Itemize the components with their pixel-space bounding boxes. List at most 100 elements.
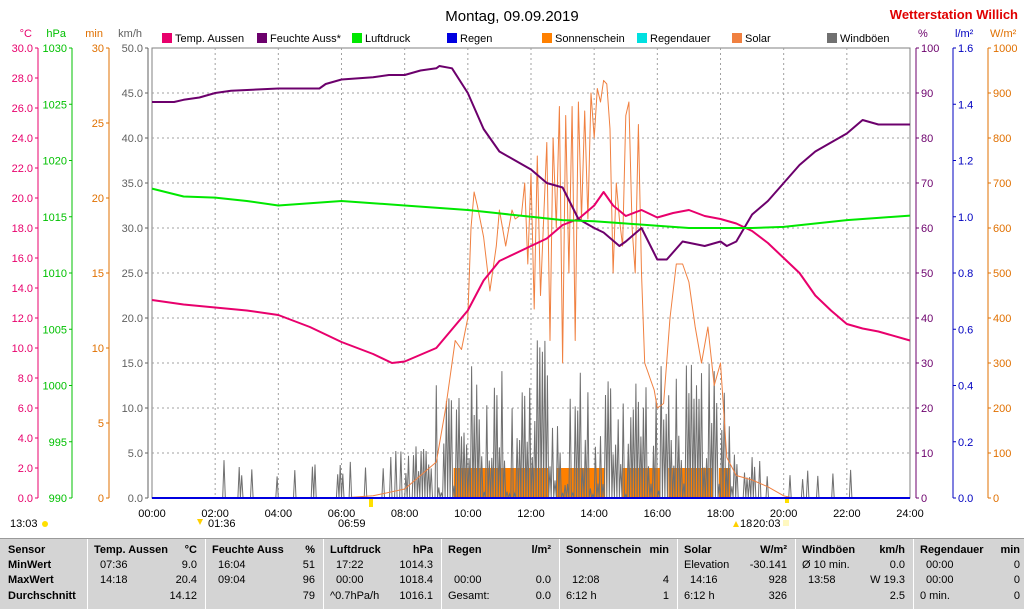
axis-right-tick-label: 1.0 [958,212,973,224]
rain-duration-unit: min [1000,544,1020,556]
axis-left-tick-label: 24.0 [12,133,33,145]
axis-left-unit-1: hPa [46,28,66,40]
x-tick-label: 08:00 [391,508,419,520]
axis-right-tick-label: 0.0 [958,493,973,505]
stats-col-rain-duration: Regendauer min 00:00 0 00:00 0 0 min. 0 [914,539,1024,609]
solar-avg: 326 [768,590,787,602]
chart-title: Montag, 09.09.2019 [445,8,578,25]
axis-left-tick-label: 8.0 [18,373,33,385]
axis-right-tick-label: 100 [993,448,1011,460]
axis-right-tick-label: 0 [993,493,999,505]
extra-icon [733,521,739,527]
humidity-title: Feuchte Auss [212,544,284,556]
x-tick-label: 20:00 [770,508,798,520]
marker-extra: 18 [740,518,752,530]
rain-unit: l/m² [531,544,551,556]
legend-swatch-3 [447,33,457,43]
moonset-icon [197,519,203,525]
legend-label-1: Feuchte Auss* [270,33,342,45]
axis-left-tick-label: 0.0 [18,493,33,505]
rain-title: Regen [448,544,482,556]
sunshine-total-label: 6:12 h [566,590,597,602]
solar-unit: W/m² [760,544,787,556]
rain-duration-r1: 0 [1013,559,1020,571]
axis-left-tick-label: 2.0 [18,463,33,475]
temp-min-time: 07:36 [100,559,128,571]
axis-left-tick-label: 1005 [43,324,67,336]
axis-right-tick-label: 600 [993,223,1011,235]
axis-right-tick-label: 400 [993,313,1011,325]
axis-left-tick-label: 45.0 [122,88,143,100]
axis-right-tick-label: 700 [993,178,1011,190]
axis-left-tick-label: 50.0 [122,43,143,55]
temp-title: Temp. Aussen [94,544,168,556]
axis-left-tick-label: 22.0 [12,163,33,175]
axis-right-tick-label: 10 [921,448,933,460]
pressure-trend: ^0.7hPa/h [330,590,380,602]
sunrise-time: 06:59 [338,518,366,530]
sunshine-max-time: 12:08 [572,574,600,586]
stats-col-solar: Solar W/m² Elevation -30.141 14:16 928 6… [678,539,796,609]
legend-label-2: Luftdruck [365,33,411,45]
gusts-avg: 2.5 [889,590,905,602]
row-label-avg: Durchschnitt [8,590,76,602]
axis-left-tick-label: 12.0 [12,313,33,325]
legend-swatch-6 [732,33,742,43]
axis-left-tick-label: 35.0 [122,178,143,190]
rain-total-label: Gesamt: [448,590,490,602]
solar-elevation-label: Elevation [684,559,730,571]
pressure-max: 1018.4 [399,574,433,586]
axis-right-unit-2: W/m² [990,28,1017,40]
axis-left-tick-label: 1010 [43,268,67,280]
axis-left-unit-3: km/h [118,28,142,40]
stats-col-labels: Sensor MinWert MaxWert Durchschnitt [0,539,88,609]
axis-right-tick-label: 100 [921,43,939,55]
axis-left-tick-label: 10 [92,343,104,355]
axis-left-tick-label: 30 [92,43,104,55]
row-label-max: MaxWert [8,574,54,586]
pressure-min-time: 17:22 [336,559,364,571]
sunshine-total: 1 [662,590,669,602]
pressure-max-time: 00:00 [336,574,364,586]
stats-table: Sensor MinWert MaxWert Durchschnitt Temp… [0,538,1024,609]
axis-left-tick-label: 14.0 [12,283,33,295]
x-tick-label: 12:00 [517,508,545,520]
axis-left-tick-label: 995 [49,437,67,449]
x-tick-label: 00:00 [138,508,166,520]
x-tick-label: 18:00 [707,508,735,520]
axis-right-tick-label: 0.4 [958,381,973,393]
axis-right-tick-label: 40 [921,313,933,325]
humidity-series [152,65,910,261]
pressure-min: 1014.3 [399,559,433,571]
humidity-min-time: 16:04 [218,559,246,571]
rain-duration-title: Regendauer [920,544,984,556]
temp-min: 9.0 [181,559,197,571]
rain-max-time: 00:00 [454,574,482,586]
axis-left-tick-label: 5.0 [128,448,143,460]
legend-swatch-0 [162,33,172,43]
x-tick-label: 02:00 [201,508,229,520]
axis-right-tick-label: 0.6 [958,324,973,336]
station-name: Wetterstation Willich [890,7,1018,22]
axis-left-tick-label: 30.0 [122,223,143,235]
rain-duration-r2: 0 [1013,574,1020,586]
axis-left-tick-label: 1030 [43,43,67,55]
axis-left-tick-label: 990 [49,493,67,505]
temp-avg: 14.12 [169,590,197,602]
x-tick-label: 04:00 [265,508,293,520]
legend-label-7: Windböen [840,33,890,45]
axis-left-tick-label: 25.0 [122,268,143,280]
axis-right-tick-label: 1.4 [958,99,973,111]
legend-swatch-4 [542,33,552,43]
axis-left-tick-label: 4.0 [18,433,33,445]
axis-right-tick-label: 300 [993,358,1011,370]
axis-right-tick-label: 500 [993,268,1011,280]
solar-max-time: 14:16 [690,574,718,586]
axis-left-tick-label: 0.0 [128,493,143,505]
temp-max: 20.4 [175,574,197,586]
sunshine-block-1 [556,468,606,498]
gusts-unit: km/h [879,544,905,556]
stats-col-temp: Temp. Aussen °C 07:36 9.0 14:18 20.4 14.… [88,539,206,609]
stats-col-rain: Regen l/m² 00:00 0.0 Gesamt: 0.0 [442,539,560,609]
axis-right-tick-label: 0.8 [958,268,973,280]
